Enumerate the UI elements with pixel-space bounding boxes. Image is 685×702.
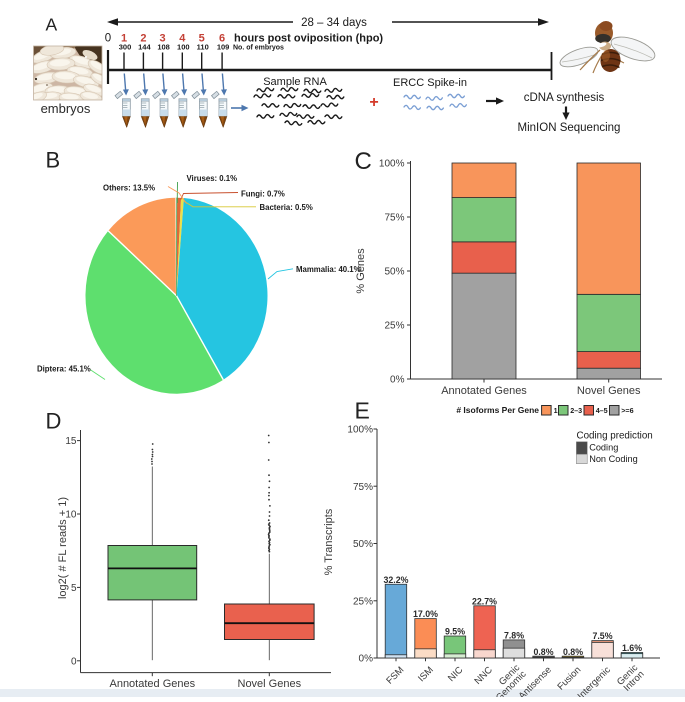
svg-text:% Genes: % Genes [355,248,367,294]
svg-text:Novel Genes: Novel Genes [577,385,641,397]
svg-text:22.7%: 22.7% [472,596,497,606]
svg-text:Others: 13.5%: Others: 13.5% [103,184,155,193]
svg-text:0.8%: 0.8% [563,647,583,657]
svg-text:100%: 100% [379,159,405,170]
svg-text:Non Coding: Non Coding [589,454,638,464]
svg-text:Coding prediction: Coding prediction [577,430,653,441]
svg-text:7.5%: 7.5% [592,631,612,641]
svg-text:Sample RNA: Sample RNA [263,76,327,88]
svg-text:% Transcripts: % Transcripts [323,508,335,575]
svg-text:Mammalia: 40.1%: Mammalia: 40.1% [296,265,361,274]
svg-text:Annotated Genes: Annotated Genes [441,385,527,397]
svg-text:embryos: embryos [41,101,91,116]
svg-text:7.8%: 7.8% [504,631,524,641]
svg-text:5: 5 [71,583,77,594]
svg-text:MinION Sequencing: MinION Sequencing [518,122,621,134]
svg-text:B: B [46,148,61,173]
svg-text:# Isoforms Per Gene: # Isoforms Per Gene [456,405,539,415]
svg-text:No. of embryos: No. of embryos [233,45,284,52]
svg-text:0%: 0% [390,375,405,386]
svg-text:hours post oviposition (hpo): hours post oviposition (hpo) [234,33,383,45]
svg-text:log2( # FL reads + 1): log2( # FL reads + 1) [57,497,69,599]
svg-text:ERCC Spike-in: ERCC Spike-in [393,77,467,89]
svg-text:0: 0 [71,656,77,667]
svg-text:+: + [369,94,378,111]
svg-text:32.2%: 32.2% [384,575,409,585]
svg-text:Annotated Genes: Annotated Genes [109,678,195,690]
svg-text:109: 109 [217,43,230,52]
svg-text:75%: 75% [384,213,404,224]
svg-text:144: 144 [138,43,151,52]
svg-text:25%: 25% [384,321,404,332]
svg-text:108: 108 [157,43,170,52]
svg-text:Coding: Coding [589,442,618,452]
svg-text:Novel Genes: Novel Genes [238,678,302,690]
svg-text:300: 300 [119,43,132,52]
svg-text:A: A [46,14,58,34]
svg-text:Diptera: 45.1%: Diptera: 45.1% [37,365,91,374]
svg-text:17.0%: 17.0% [413,609,438,619]
svg-text:28 – 34 days: 28 – 34 days [301,17,367,29]
svg-text:0.8%: 0.8% [533,647,553,657]
svg-text:100%: 100% [347,425,373,436]
svg-text:110: 110 [197,43,209,52]
svg-text:1: 1 [554,406,558,415]
svg-text:Viruses: 0.1%: Viruses: 0.1% [187,174,238,183]
svg-text:1.6%: 1.6% [622,643,642,653]
svg-text:100: 100 [177,43,190,52]
svg-text:25%: 25% [353,596,373,607]
svg-text:0: 0 [105,33,111,45]
svg-text:4–5: 4–5 [596,406,608,415]
svg-text:cDNA synthesis: cDNA synthesis [524,92,605,104]
svg-text:2–3: 2–3 [570,406,582,415]
svg-text:0%: 0% [359,654,374,665]
svg-text:D: D [46,409,62,434]
svg-text:>=6: >=6 [621,406,633,415]
svg-text:C: C [355,148,372,175]
svg-text:Bacteria: 0.5%: Bacteria: 0.5% [260,203,313,212]
svg-text:9.5%: 9.5% [445,627,465,637]
svg-text:75%: 75% [353,482,373,493]
svg-text:15: 15 [65,436,77,447]
svg-text:50%: 50% [384,267,404,278]
svg-text:50%: 50% [353,539,373,550]
svg-text:Fungi: 0.7%: Fungi: 0.7% [241,190,285,199]
svg-text:E: E [355,398,370,424]
